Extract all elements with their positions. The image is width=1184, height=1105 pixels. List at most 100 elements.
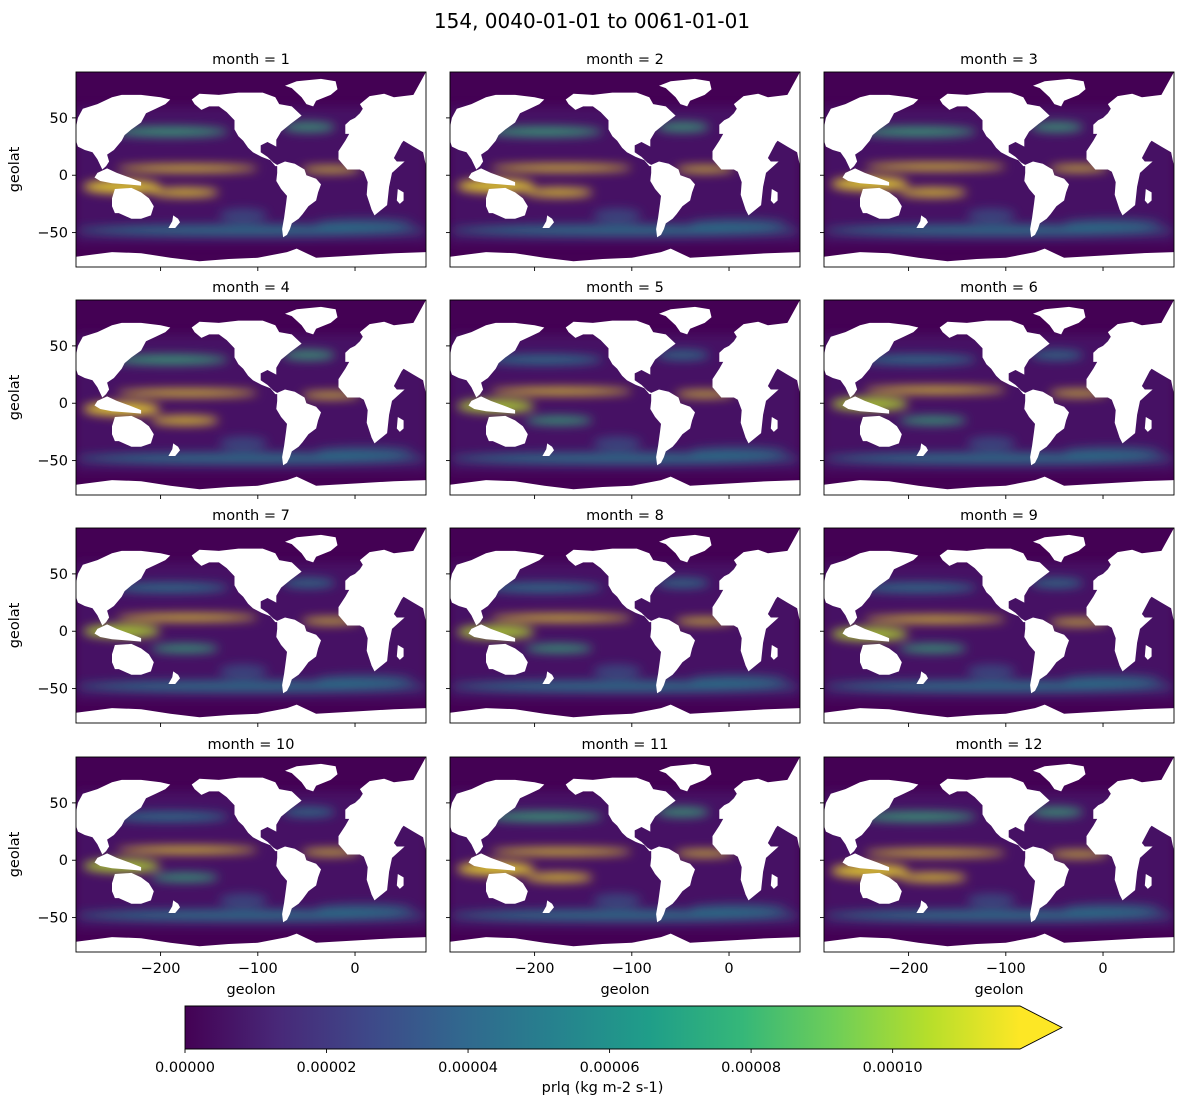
- land-antarctica: [824, 476, 1174, 495]
- colorbar-tick-label: 0.00002: [297, 1060, 357, 1076]
- land-antarctica: [450, 933, 800, 952]
- rain-band: [76, 909, 426, 921]
- panel-title: month = 1: [212, 52, 290, 68]
- x-axis-label: geolon: [974, 982, 1023, 998]
- x-tick-label: −100: [986, 961, 1026, 977]
- panel-title: month = 7: [212, 508, 290, 524]
- panel-title: month = 10: [208, 737, 295, 753]
- rain-band: [864, 615, 1006, 623]
- rain-band: [690, 674, 788, 684]
- land-europe-asia: [712, 528, 800, 672]
- land-antarctica: [824, 704, 1174, 723]
- land-south-america: [1024, 161, 1069, 238]
- land-madagascar: [396, 189, 404, 204]
- land-madagascar: [1144, 417, 1152, 432]
- rain-band: [592, 664, 642, 679]
- panel-frame: [823, 299, 1175, 496]
- panel-frame: [75, 527, 427, 724]
- land-europe-asia: [712, 757, 800, 901]
- land-north-america: [939, 777, 1050, 852]
- land-madagascar: [1144, 189, 1152, 204]
- panel-month-2: month = 2: [446, 52, 801, 271]
- y-tick-label: −50: [37, 911, 68, 927]
- rain-band: [76, 224, 426, 236]
- land-madagascar: [770, 417, 778, 432]
- rain-band: [864, 163, 1006, 170]
- rain-band: [111, 354, 229, 365]
- rain-band: [1064, 903, 1162, 913]
- rain-band: [485, 354, 603, 365]
- precip-field: [450, 528, 800, 723]
- y-axis-label: geolat: [7, 602, 23, 648]
- rain-band: [76, 680, 426, 692]
- rain-band: [316, 903, 414, 913]
- land-north-america: [939, 320, 1050, 395]
- land-antarctica: [450, 248, 800, 267]
- land-north-america: [191, 320, 302, 395]
- land-europe-asia: [1086, 528, 1174, 672]
- land-south-america: [650, 846, 695, 923]
- panel-frame: [823, 71, 1175, 268]
- land-north-america: [565, 92, 676, 167]
- panel-title: month = 12: [956, 737, 1043, 753]
- land-australia: [486, 415, 528, 447]
- land-greenland: [285, 763, 338, 792]
- rain-band: [150, 644, 219, 653]
- land-antarctica: [450, 476, 800, 495]
- land-australia: [486, 187, 528, 219]
- colorbar-tick-label: 0.00004: [438, 1060, 498, 1076]
- land-antarctica: [824, 248, 1174, 267]
- y-axis-label: geolat: [7, 831, 23, 877]
- rain-band: [218, 436, 268, 451]
- land-new-zealand: [916, 900, 928, 913]
- land-east-asia: [76, 550, 171, 626]
- land-north-america: [565, 548, 676, 623]
- land-east-asia: [824, 94, 919, 170]
- precip-field: [824, 300, 1174, 495]
- rain-band: [824, 909, 1174, 921]
- land-indonesia: [842, 396, 890, 414]
- colorbar-tick-label: 0.00000: [155, 1060, 215, 1076]
- panel-frame: [823, 756, 1175, 953]
- land-south-america: [650, 389, 695, 466]
- rain-band: [301, 166, 360, 173]
- rain-band: [1030, 122, 1084, 133]
- panel-title: month = 3: [960, 52, 1038, 68]
- rain-band: [116, 165, 258, 172]
- panel-frame: [75, 299, 427, 496]
- rain-band: [898, 644, 967, 653]
- rain-band: [898, 873, 967, 882]
- colorbar-extend-arrow: [1020, 1006, 1062, 1049]
- land-indonesia: [94, 168, 142, 186]
- panel-month-12: month = 12 −200 −100 0 geolon: [820, 737, 1175, 998]
- rain-band: [1064, 218, 1162, 228]
- land-madagascar: [1144, 645, 1152, 660]
- land-antarctica: [824, 933, 1174, 952]
- y-tick-label: −50: [37, 226, 68, 242]
- land-east-asia: [76, 322, 171, 398]
- land-greenland: [659, 763, 712, 792]
- land-indonesia: [468, 396, 516, 414]
- precip-field: [450, 757, 800, 952]
- rain-band: [485, 811, 603, 822]
- land-north-america: [939, 92, 1050, 167]
- land-greenland: [659, 78, 712, 107]
- rain-band: [690, 903, 788, 913]
- precip-field: [76, 757, 426, 952]
- colorbar-outline: [184, 1005, 1063, 1050]
- x-tick-label: 0: [350, 961, 359, 977]
- panel-frame: [823, 527, 1175, 724]
- panel-frame: [449, 527, 801, 724]
- land-australia: [486, 643, 528, 675]
- land-new-zealand: [168, 900, 180, 913]
- rain-band: [656, 578, 710, 589]
- rain-band: [1064, 446, 1162, 456]
- land-australia: [112, 872, 154, 904]
- rain-band: [524, 873, 593, 882]
- land-australia: [486, 872, 528, 904]
- y-tick-label: −50: [37, 682, 68, 698]
- facet-grid: month = 1 50 0 −50 geolat month = 2 month = 3 m…: [7, 52, 1175, 998]
- colorbar-tick-label: 0.00008: [721, 1060, 781, 1076]
- land-new-zealand: [168, 443, 180, 456]
